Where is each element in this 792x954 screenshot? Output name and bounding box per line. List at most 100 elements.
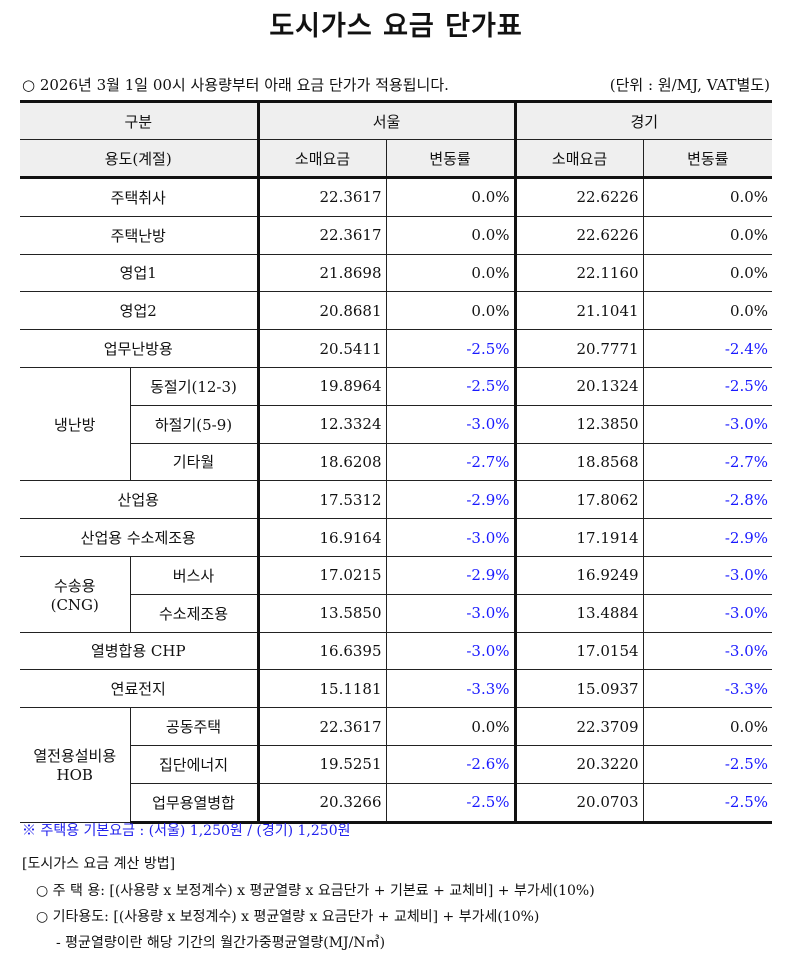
seoul-rate: -3.3% [385,669,516,709]
table-row: 산업용 17.5312 -2.9% 17.8062 -2.8% [20,480,773,520]
unit-label: (단위 : 원/MJ, VAT별도) [609,76,770,94]
seoul-price: 17.5312 [256,480,387,520]
seoul-price: 16.9164 [256,518,387,557]
gyeonggi-price: 22.3709 [513,707,644,746]
gyeonggi-price: 22.6226 [513,215,644,255]
seoul-rate: -2.5% [385,329,516,368]
usage-label: 버스사 [129,555,259,595]
header-seoul-rate: 변동률 [385,139,516,179]
header-seoul: 서울 [256,100,516,140]
gyeonggi-rate: -3.3% [642,669,773,709]
seoul-price: 21.8698 [256,253,387,293]
gyeonggi-price: 22.1160 [513,253,644,293]
usage-label: 영업1 [20,253,259,293]
gyeonggi-price: 20.1324 [513,366,644,406]
seoul-rate: -2.5% [385,366,516,406]
gyeonggi-rate: -2.7% [642,442,773,482]
seoul-rate: -2.9% [385,555,516,595]
seoul-price: 22.3617 [256,215,387,255]
seoul-rate: -2.6% [385,744,516,784]
table-row: 연료전지 15.1181 -3.3% 15.0937 -3.3% [20,669,773,709]
group-label: 냉난방 [20,366,131,482]
usage-label: 산업용 수소제조용 [20,518,259,557]
header-gyeonggi-rate: 변동률 [642,139,773,179]
gyeonggi-rate: -2.4% [642,329,773,368]
table-row: 열병합용 CHP 16.6395 -3.0% 17.0154 -3.0% [20,631,773,671]
gyeonggi-rate: -3.0% [642,631,773,671]
gyeonggi-rate: 0.0% [642,253,773,293]
seoul-rate: -3.0% [385,518,516,557]
table-row: 업무난방용 20.5411 -2.5% 20.7771 -2.4% [20,329,773,368]
usage-label: 동절기(12-3) [129,366,259,406]
usage-label: 연료전지 [20,669,259,709]
seoul-rate: -2.7% [385,442,516,482]
gyeonggi-price: 17.0154 [513,631,644,671]
header-usage: 용도(계절) [20,139,259,179]
table-row: 열전용설비용 HOB 공동주택 22.3617 0.0% 22.3709 0.0% [20,707,773,823]
gyeonggi-price: 21.1041 [513,291,644,331]
table-row: 집단에너지 19.5251 -2.6% 20.3220 -2.5% [20,744,773,784]
table-row: 주택난방 22.3617 0.0% 22.6226 0.0% [20,215,773,255]
seoul-rate: 0.0% [385,291,516,331]
seoul-rate: -3.0% [385,404,516,444]
seoul-price: 19.8964 [256,366,387,406]
seoul-price: 15.1181 [256,669,387,709]
usage-label: 산업용 [20,480,259,520]
gyeonggi-price: 17.8062 [513,480,644,520]
rate-table: 구분 서울 경기 용도(계절) 소매요금 변동률 소매요금 변동률 주택취사 22… [20,100,773,824]
gyeonggi-rate: 0.0% [642,215,773,255]
gyeonggi-rate: -2.5% [642,782,773,824]
table-row: 산업용 수소제조용 16.9164 -3.0% 17.1914 -2.9% [20,518,773,557]
usage-label: 열병합용 CHP [20,631,259,671]
table-row: 영업1 21.8698 0.0% 22.1160 0.0% [20,253,773,293]
table-row: 영업2 20.8681 0.0% 21.1041 0.0% [20,291,773,331]
seoul-rate: -3.0% [385,631,516,671]
seoul-price: 20.5411 [256,329,387,368]
seoul-rate: 0.0% [385,215,516,255]
gyeonggi-rate: -2.5% [642,366,773,406]
seoul-rate: -2.9% [385,480,516,520]
usage-label: 업무난방용 [20,329,259,368]
group-label: 수송용 (CNG) [20,555,131,633]
header-gyeonggi: 경기 [513,100,773,140]
table-row: 수소제조용 13.5850 -3.0% 13.4884 -3.0% [20,593,773,633]
calc-method-title: [도시가스 요금 계산 방법] [22,856,176,872]
usage-label: 수소제조용 [130,593,259,633]
gyeonggi-rate: -2.5% [642,744,773,784]
gyeonggi-price: 17.1914 [513,518,644,557]
gyeonggi-rate: 0.0% [642,291,773,331]
seoul-price: 22.3617 [256,177,387,217]
usage-label: 업무용열병합 [130,782,259,824]
usage-label: 영업2 [20,291,259,331]
calc-note: - 평균열량이란 해당 기간의 월간가중평균열량(MJ/N㎥) [56,935,386,951]
gyeonggi-rate: -3.0% [642,593,773,633]
seoul-rate: 0.0% [385,177,516,217]
seoul-price: 16.6395 [256,631,387,671]
gyeonggi-price: 18.8568 [513,442,644,482]
group-label: 열전용설비용 HOB [20,707,131,823]
gyeonggi-price: 12.3850 [513,404,644,444]
gyeonggi-rate: -2.9% [642,518,773,557]
table-row: 기타월 18.6208 -2.7% 18.8568 -2.7% [20,442,773,482]
table-row: 하절기(5-9) 12.3324 -3.0% 12.3850 -3.0% [20,404,773,444]
header-seoul-price: 소매요금 [256,139,387,179]
seoul-price: 19.5251 [256,744,387,784]
page-title: 도시가스 요금 단가표 [269,11,523,42]
gyeonggi-rate: -3.0% [642,555,773,595]
gyeonggi-rate: -3.0% [642,404,773,444]
seoul-rate: -3.0% [385,593,516,633]
seoul-price: 18.6208 [256,442,387,482]
header-gyeonggi-price: 소매요금 [513,139,644,179]
usage-label: 주택난방 [20,215,259,255]
gyeonggi-rate: 0.0% [642,707,773,746]
calc-residential: ○ 주 택 용: [(사용량 x 보정계수) x 평균열량 x 요금단가 + 기… [36,883,595,899]
seoul-rate: -2.5% [385,782,516,824]
seoul-price: 13.5850 [256,593,387,633]
table-row: 업무용열병합 20.3266 -2.5% 20.0703 -2.5% [20,782,773,824]
usage-label: 집단에너지 [130,744,259,784]
gyeonggi-price: 15.0937 [513,669,644,709]
usage-label: 주택취사 [20,177,259,217]
table-row: 냉난방 동절기(12-3) 19.8964 -2.5% 20.1324 -2.5% [20,366,773,482]
table-row: 수송용 (CNG) 버스사 17.0215 -2.9% 16.9249 -3.0% [20,555,773,633]
base-fee-note: ※ 주택용 기본요금 : (서울) 1,250원 / (경기) 1,250원 [22,823,351,839]
